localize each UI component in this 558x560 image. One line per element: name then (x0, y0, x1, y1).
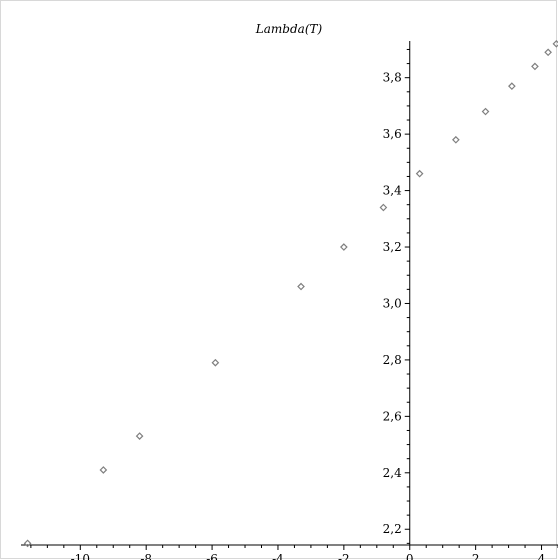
y-tick-label: 2,4 (383, 466, 402, 480)
data-point (297, 282, 305, 291)
x-tick-label: 2 (472, 552, 480, 560)
y-tick-label: 2,8 (383, 353, 402, 367)
data-points (23, 39, 558, 548)
y-tick-label: 2,6 (383, 409, 402, 423)
y-tick-label: 3,4 (383, 184, 402, 198)
x-tick-label: -2 (338, 552, 350, 560)
x-tick-label: 4 (538, 552, 546, 560)
y-tick-label: 2,2 (383, 522, 402, 536)
chart-title: Lambda(T) (255, 22, 323, 36)
x-tick-label: -8 (140, 552, 152, 560)
data-point (379, 203, 388, 212)
axes: -10 -8 -6 -4 -2 0 2 4 2,2 2,4 2,6 2,8 3,0 3,2 3,4 3,6 3,… (21, 41, 558, 560)
data-point (544, 48, 552, 57)
y-tick-label: 3,0 (383, 296, 402, 310)
x-tick-label: 0 (406, 552, 414, 560)
data-point (531, 62, 539, 71)
x-tick-label: -4 (272, 552, 284, 560)
data-point (135, 432, 144, 440)
y-tick-label: 3,8 (383, 71, 402, 85)
data-point (508, 82, 516, 91)
x-tick-label: -6 (206, 552, 218, 560)
data-point (99, 466, 108, 474)
data-point (415, 169, 424, 178)
x-tick-label: -10 (71, 552, 90, 560)
data-point (452, 135, 460, 144)
data-point (340, 243, 348, 251)
data-point (211, 358, 220, 367)
y-tick-label: 3,2 (383, 240, 402, 254)
data-point (23, 539, 32, 548)
y-tick-label: 3,6 (383, 127, 402, 141)
data-point (552, 39, 558, 48)
data-point (481, 107, 490, 116)
